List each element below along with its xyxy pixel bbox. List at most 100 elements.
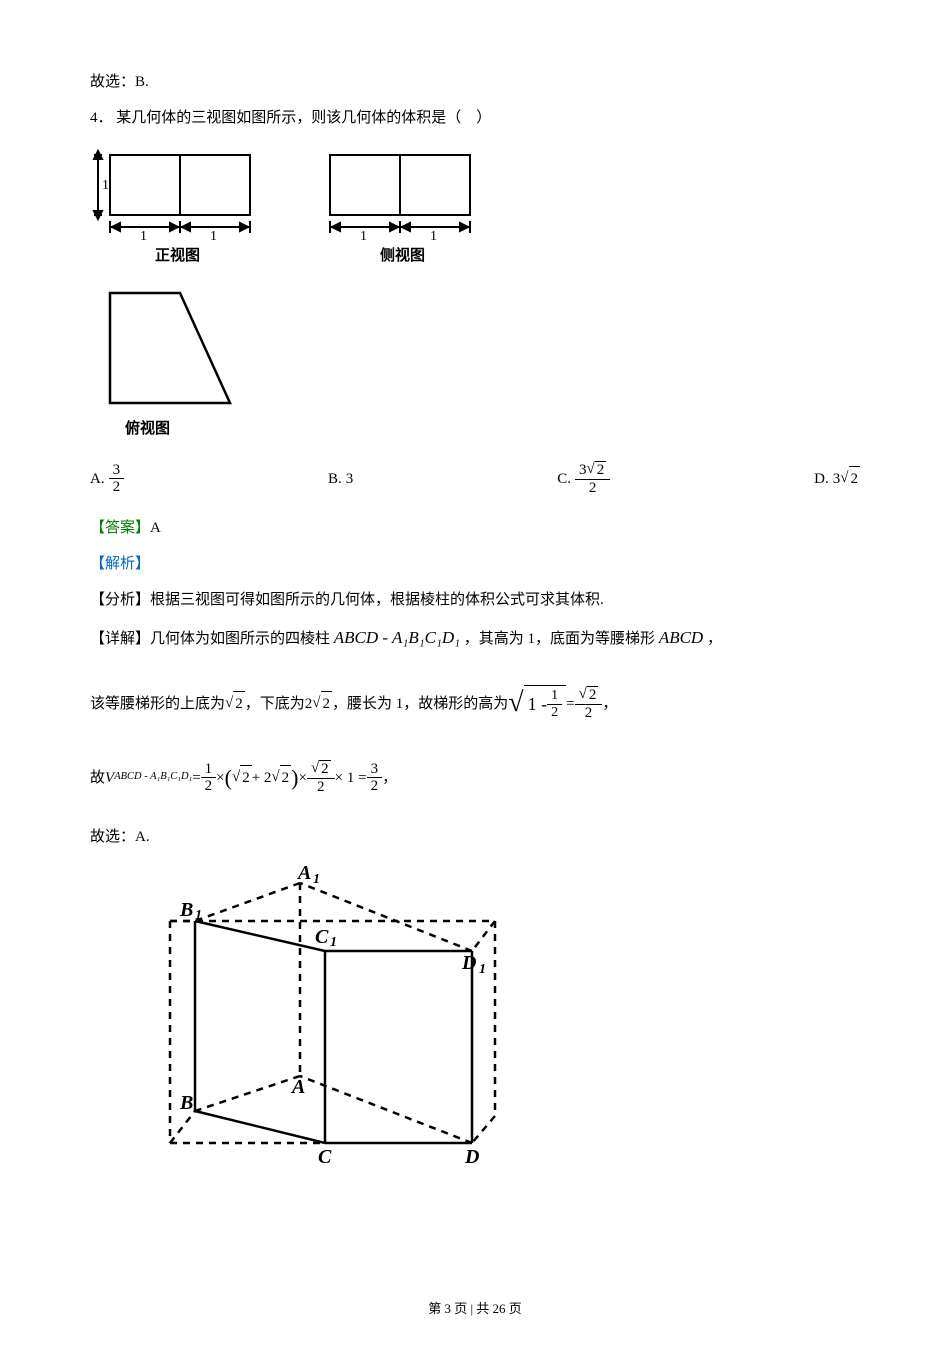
vol-h-num: 2	[319, 760, 331, 778]
label-C1: C	[315, 926, 329, 948]
svg-text:1: 1	[102, 178, 109, 193]
question-number: 4．	[90, 110, 113, 126]
vol-res-den: 2	[367, 778, 383, 795]
vol-eq1: =	[192, 766, 200, 790]
answer-label: 【答案】	[90, 520, 150, 536]
trap-t1: 该等腰梯形的上底为	[90, 692, 225, 716]
options-row: A. 3 2 B. 3 C. 3 √2 2 D. 3 √2	[90, 461, 860, 496]
vol-times2: ×	[298, 766, 306, 790]
svg-text:1: 1	[140, 229, 147, 240]
option-d-coef: 3	[833, 467, 841, 491]
option-c-den: 2	[585, 480, 601, 497]
trap-t4: ，	[602, 692, 617, 716]
trap-hf-den: 2	[547, 705, 562, 720]
svg-text:1: 1	[479, 962, 486, 977]
trap-res-num: 2	[587, 686, 599, 704]
label-C: C	[318, 1146, 332, 1168]
volume-line: 故 V ABCD - A₁B₁C₁D₁ = 1 2 × ( √2 + 2 √2 …	[90, 760, 397, 795]
option-d: D. 3 √2	[814, 461, 860, 496]
label-B1: B	[179, 899, 193, 921]
detail-base: ABCD	[659, 628, 703, 647]
vol-half-num: 1	[201, 761, 217, 779]
solid-diagram: A1 B1 C1 D1 A B C D	[150, 861, 860, 1179]
vol-times1: ×	[216, 766, 224, 790]
label-D: D	[464, 1146, 479, 1168]
vol-h-den: 2	[313, 779, 329, 796]
final-line: 故选：A.	[90, 825, 860, 849]
front-view-svg: 1 1 1	[90, 145, 265, 240]
page-footer: 第 3 页 | 共 26 页	[90, 1299, 860, 1320]
three-views: 1 1 1 正视图	[90, 145, 860, 441]
svg-text:1: 1	[430, 229, 437, 240]
label-A: A	[290, 1076, 305, 1098]
option-a-num: 3	[109, 462, 125, 480]
option-d-label: D.	[814, 467, 829, 491]
trapezoid-line: 该等腰梯形的上底为 √2 ，下底为 2 √2 ，腰长为 1，故梯形的高为 √ 1…	[90, 681, 617, 726]
option-b-value: 3	[346, 467, 354, 491]
option-b: B. 3	[328, 461, 353, 496]
svg-text:1: 1	[210, 229, 217, 240]
vol-times3: × 1 =	[335, 766, 367, 790]
analysis-label: 【解析】	[90, 556, 150, 572]
top-view-label: 俯视图	[125, 417, 170, 441]
vol-V: V	[105, 766, 114, 790]
question-text: 某几何体的三视图如图所示，则该几何体的体积是（ ）	[116, 110, 491, 126]
side-view-svg: 1 1	[315, 145, 490, 240]
label-B: B	[179, 1092, 193, 1114]
option-a-label: A.	[90, 467, 105, 491]
option-a: A. 3 2	[90, 461, 124, 496]
front-view-label: 正视图	[155, 244, 200, 268]
trap-v2-coef: 2	[305, 692, 313, 716]
vol-prefix: 故	[90, 766, 105, 790]
option-c: C. 3 √2 2	[557, 461, 610, 496]
vol-sub: ABCD - A₁B₁C₁D₁	[114, 769, 192, 786]
vol-lparen: (	[225, 760, 232, 795]
trap-eq: =	[566, 692, 574, 716]
vol-comma: ，	[382, 766, 397, 790]
option-c-num-sqrt: 2	[595, 461, 607, 479]
vol-sqrt1: 2	[240, 765, 252, 790]
trap-hi: 1 -	[528, 690, 548, 719]
trap-t2: ，下底为	[245, 692, 305, 716]
top-view-svg	[90, 283, 240, 413]
trap-v1: 2	[233, 691, 245, 716]
front-view: 1 1 1 正视图	[90, 145, 265, 268]
answer-value: A	[150, 520, 161, 536]
svg-text:1: 1	[330, 935, 337, 950]
detail-line: 【详解】几何体为如图所示的四棱柱 ABCD - A₁B₁C₁D₁ ，其高为 1，…	[90, 624, 860, 651]
detail-t3: ，	[707, 631, 722, 647]
vol-plus: + 2	[252, 766, 272, 790]
prev-answer: 故选：B.	[90, 70, 860, 94]
option-b-label: B.	[328, 467, 342, 491]
detail-t2: ，其高为 1，底面为等腰梯形	[464, 631, 655, 647]
question-line: 4． 某几何体的三视图如图所示，则该几何体的体积是（ ）	[90, 106, 860, 130]
vol-rparen: )	[291, 760, 298, 795]
detail-t1: 几何体为如图所示的四棱柱	[150, 631, 330, 647]
side-view-label: 侧视图	[380, 244, 425, 268]
svg-text:1: 1	[313, 872, 320, 887]
solid-svg: A1 B1 C1 D1 A B C D	[150, 861, 510, 1171]
vol-res-num: 3	[367, 761, 383, 779]
detail-prefix: 【详解】	[90, 631, 150, 647]
option-a-den: 2	[109, 479, 125, 496]
trap-v2-sqrt: 2	[321, 691, 333, 716]
top-view: 俯视图	[90, 283, 860, 441]
trap-res-den: 2	[581, 705, 597, 722]
svg-text:1: 1	[360, 229, 367, 240]
label-A1: A	[296, 862, 311, 884]
vol-half-den: 2	[201, 778, 217, 795]
option-d-sqrt: 2	[849, 466, 861, 491]
detail-prism: ABCD - A₁B₁C₁D₁	[334, 628, 460, 647]
analysis-label-line: 【解析】	[90, 552, 860, 576]
analysis-line: 【分析】根据三视图可得如图所示的几何体，根据棱柱的体积公式可求其体积.	[90, 588, 860, 612]
analysis-prefix: 【分析】	[90, 592, 150, 608]
trap-hf-num: 1	[547, 688, 562, 704]
analysis-text: 根据三视图可得如图所示的几何体，根据棱柱的体积公式可求其体积.	[150, 592, 604, 608]
vol-sqrt2: 2	[280, 765, 292, 790]
option-c-label: C.	[557, 467, 571, 491]
side-view: 1 1 侧视图	[315, 145, 490, 268]
svg-text:1: 1	[195, 908, 202, 923]
option-c-num-coef: 3	[579, 462, 587, 479]
trap-t3: ，腰长为 1，故梯形的高为	[332, 692, 508, 716]
label-D1: D	[461, 952, 476, 974]
